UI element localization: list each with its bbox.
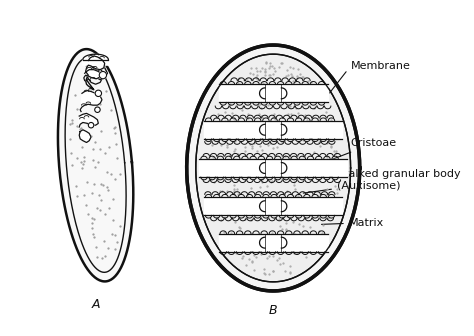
- Circle shape: [95, 90, 101, 96]
- Polygon shape: [219, 84, 328, 102]
- Text: B: B: [269, 303, 277, 317]
- Polygon shape: [219, 234, 328, 252]
- Circle shape: [95, 107, 100, 113]
- Polygon shape: [204, 121, 342, 139]
- Text: Membrane: Membrane: [329, 61, 410, 93]
- Text: Stalked granular body
(Auxisome): Stalked granular body (Auxisome): [303, 169, 461, 193]
- Circle shape: [99, 72, 107, 79]
- Polygon shape: [187, 45, 360, 291]
- Polygon shape: [210, 56, 336, 106]
- Polygon shape: [79, 130, 91, 142]
- Polygon shape: [86, 56, 105, 75]
- Polygon shape: [84, 70, 102, 81]
- Text: A: A: [91, 298, 100, 311]
- Circle shape: [88, 122, 94, 128]
- Polygon shape: [198, 156, 349, 218]
- Polygon shape: [58, 49, 133, 282]
- Polygon shape: [200, 159, 347, 177]
- Polygon shape: [198, 118, 349, 180]
- Polygon shape: [204, 197, 342, 215]
- Polygon shape: [79, 113, 98, 127]
- Polygon shape: [200, 195, 346, 280]
- Polygon shape: [83, 54, 109, 65]
- Polygon shape: [200, 81, 346, 141]
- Text: Matrix: Matrix: [321, 218, 384, 227]
- Text: Cristoae: Cristoae: [312, 138, 397, 167]
- Polygon shape: [80, 91, 102, 112]
